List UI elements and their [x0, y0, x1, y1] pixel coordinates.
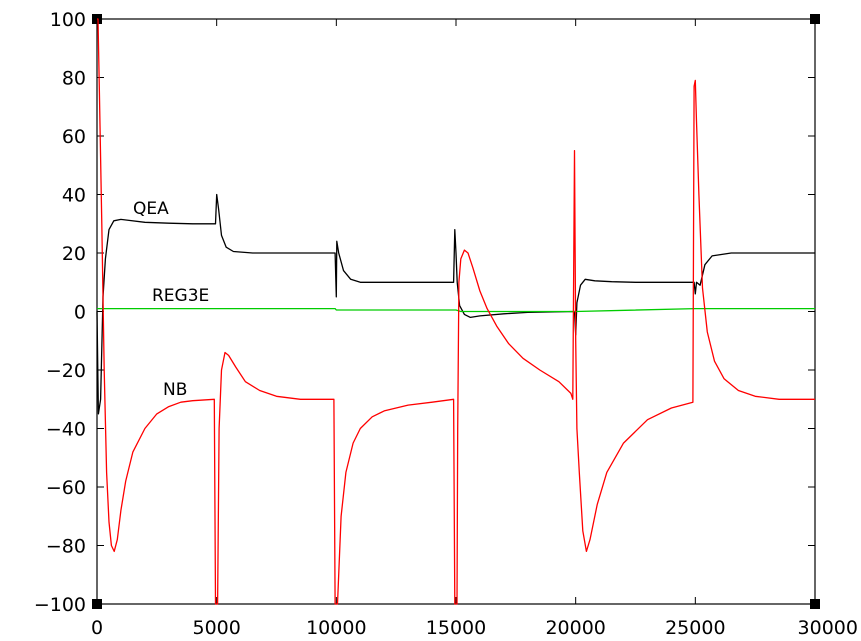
plot-frame	[96, 18, 816, 605]
series-line-reg3e	[97, 307, 815, 313]
y-tick-label: −20	[46, 360, 86, 382]
y-tick-label: 0	[74, 302, 86, 324]
series-labels: QEA REG3E NB	[133, 199, 209, 400]
x-tick-label: 20000	[545, 617, 605, 639]
x-tick-label: 25000	[665, 617, 725, 639]
y-tick-label: 40	[62, 185, 86, 207]
series-line-qea	[96, 193, 815, 415]
x-tick-label: 10000	[306, 617, 366, 639]
y-axis: 100 80 60 40 20 0 −20 −40 −60 −80 −100	[34, 9, 815, 616]
x-tick-label: 30000	[798, 617, 858, 639]
series-label-nb: NB	[163, 380, 187, 400]
series-label-reg3e: REG3E	[152, 286, 209, 306]
y-tick-label: −80	[46, 536, 86, 558]
series-line-nb	[97, 18, 815, 605]
y-tick-label: −60	[46, 477, 86, 499]
x-tick-label: 5000	[192, 617, 240, 639]
x-tick-label: 15000	[426, 617, 486, 639]
y-tick-label: 20	[62, 243, 86, 265]
x-axis: 0 5000 10000 15000 20000 25000 30000	[91, 19, 858, 639]
series-label-qea: QEA	[133, 199, 169, 219]
y-tick-label: −40	[46, 419, 86, 441]
series-lines	[96, 18, 815, 605]
y-tick-label: 100	[50, 9, 86, 31]
y-tick-label: 80	[62, 68, 86, 90]
x-tick-label: 0	[91, 617, 103, 639]
y-tick-label: −100	[34, 594, 86, 616]
y-tick-label: 60	[62, 126, 86, 148]
